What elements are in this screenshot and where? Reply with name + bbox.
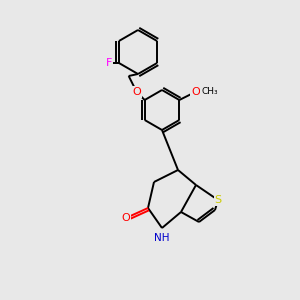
Text: S: S [214,195,222,205]
Text: NH: NH [154,233,170,243]
Text: O: O [122,213,130,223]
Text: CH₃: CH₃ [201,88,217,97]
Text: F: F [106,58,112,68]
Text: O: O [132,87,141,97]
Text: O: O [191,87,200,97]
